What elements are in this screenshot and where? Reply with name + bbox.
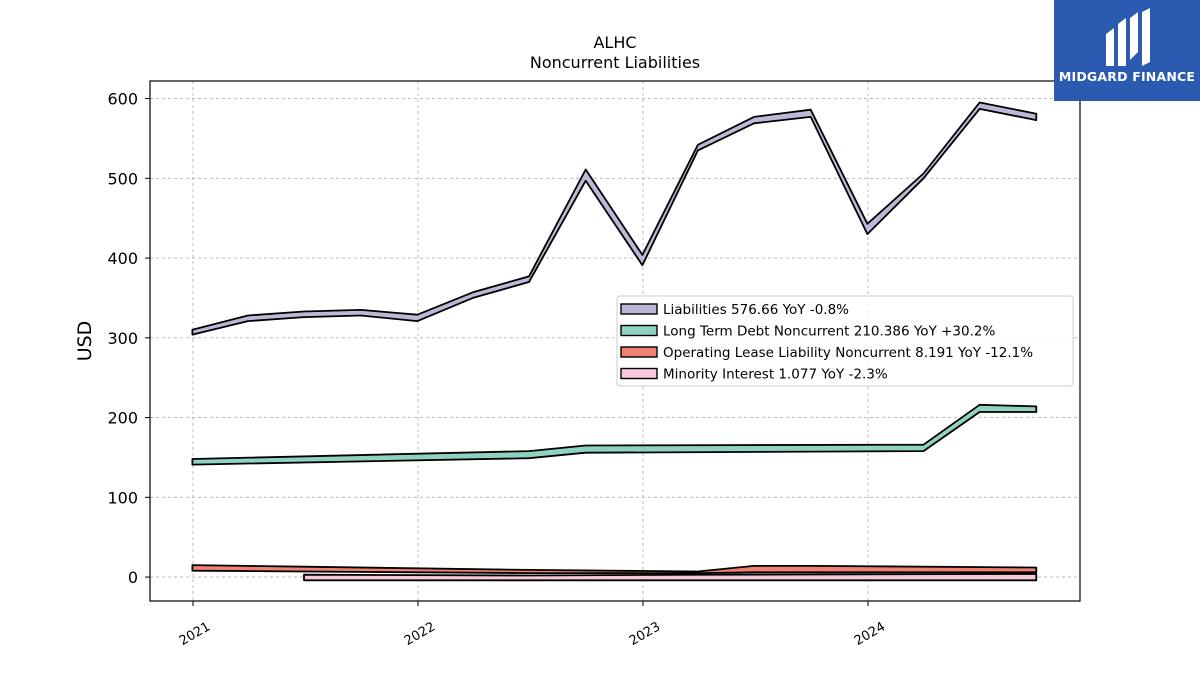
y-tick-label: 300	[107, 329, 138, 348]
chart-subtitle: Noncurrent Liabilities	[530, 53, 700, 72]
x-tick-label: 2023	[627, 619, 663, 649]
legend-entry: Long Term Debt Noncurrent 210.386 YoY +3…	[663, 324, 995, 340]
y-tick-label: 600	[107, 90, 138, 109]
y-axis: 0 100 200 300 400 500 600	[107, 90, 150, 587]
brand-name: MIDGARD FINANCE	[1058, 69, 1196, 84]
legend: Liabilities 576.66 YoY -0.8% Long Term De…	[616, 295, 1074, 387]
legend-swatch	[620, 303, 658, 315]
y-tick-label: 400	[107, 249, 138, 268]
x-tick-label: 2024	[852, 619, 888, 649]
brand-logo: MIDGARD FINANCE	[1054, 0, 1200, 101]
x-tick-label: 2022	[402, 619, 438, 649]
legend-entry: Operating Lease Liability Noncurrent 8.1…	[663, 345, 1033, 361]
y-axis-label: USD	[74, 321, 96, 362]
legend-swatch	[620, 367, 658, 380]
y-tick-label: 500	[107, 169, 138, 188]
legend-swatch	[620, 324, 658, 337]
legend-entry: Liabilities 576.66 YoY -0.8%	[663, 302, 849, 318]
chart-title: ALHC	[593, 33, 636, 52]
y-tick-label: 100	[107, 488, 138, 507]
legend-swatch	[620, 346, 658, 358]
series-band-2	[191, 403, 1038, 466]
y-tick-label: 0	[128, 568, 138, 587]
plot-frame	[149, 80, 1081, 602]
series-layer	[191, 101, 1038, 582]
x-tick-label: 2021	[177, 619, 213, 649]
legend-box	[616, 295, 1074, 387]
x-axis: 2021 2022 2023 2024	[177, 601, 888, 649]
legend-entry: Minority Interest 1.077 YoY -2.3%	[663, 367, 888, 383]
y-tick-label: 200	[107, 409, 138, 428]
midgard-logo-icon	[1106, 8, 1150, 66]
series-band-1	[191, 101, 1038, 336]
series-band-3	[191, 564, 1038, 574]
series-band-4	[303, 573, 1038, 582]
